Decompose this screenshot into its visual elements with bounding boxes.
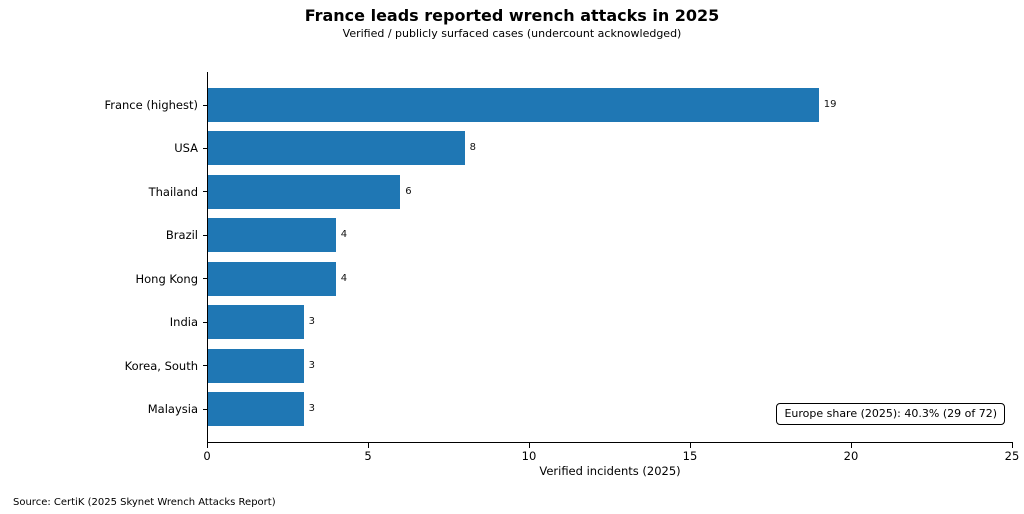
chart-subtitle: Verified / publicly surfaced cases (unde… — [342, 27, 682, 40]
y-tick — [203, 147, 207, 149]
y-tick — [203, 191, 207, 193]
category-label: Malaysia — [147, 402, 198, 416]
x-tick-label: 5 — [364, 449, 372, 463]
x-tick-label: 10 — [521, 449, 537, 463]
value-label: 3 — [308, 316, 315, 328]
annotation-box: Europe share (2025): 40.3% (29 of 72) — [776, 403, 1005, 425]
x-tick — [367, 443, 369, 448]
y-tick — [203, 408, 207, 410]
bar — [208, 174, 401, 209]
bar — [208, 305, 304, 340]
category-label: Brazil — [165, 228, 198, 243]
y-tick — [203, 321, 207, 323]
x-tick — [689, 443, 691, 448]
x-tick-label: 25 — [1004, 449, 1020, 463]
x-tick — [206, 443, 208, 448]
source-note: Source: CertiK (2025 Skynet Wrench Attac… — [13, 497, 276, 508]
value-label: 3 — [308, 403, 315, 414]
x-axis-spine — [207, 442, 1013, 443]
category-label: Thailand — [148, 184, 198, 199]
value-label: 4 — [340, 272, 348, 284]
x-tick-label: 0 — [203, 449, 211, 463]
category-label: Korea, South — [124, 358, 198, 373]
x-tick-label: 15 — [682, 449, 698, 463]
bar — [208, 392, 304, 426]
bar — [208, 131, 465, 166]
category-label: USA — [174, 141, 198, 156]
y-axis-spine — [207, 72, 208, 442]
x-tick — [850, 443, 852, 448]
chart-title: France leads reported wrench attacks in … — [304, 6, 720, 25]
bar — [208, 218, 336, 253]
value-label: 19 — [823, 99, 837, 110]
value-label: 4 — [340, 229, 348, 241]
y-tick — [203, 104, 207, 106]
category-label: India — [169, 315, 198, 330]
category-label: France (highest) — [104, 98, 198, 112]
y-tick — [203, 234, 207, 236]
category-label: Hong Kong — [135, 271, 198, 286]
value-label: 6 — [405, 185, 412, 197]
y-tick — [203, 365, 207, 367]
bar — [208, 348, 304, 383]
x-tick — [528, 443, 530, 448]
bar — [208, 88, 819, 122]
x-axis-label: Verified incidents (2025) — [539, 464, 681, 478]
bar — [208, 261, 336, 296]
x-tick-label: 20 — [843, 449, 859, 463]
value-label: 8 — [469, 142, 476, 154]
y-tick — [203, 278, 207, 280]
x-tick — [1011, 443, 1013, 448]
value-label: 3 — [308, 359, 315, 371]
